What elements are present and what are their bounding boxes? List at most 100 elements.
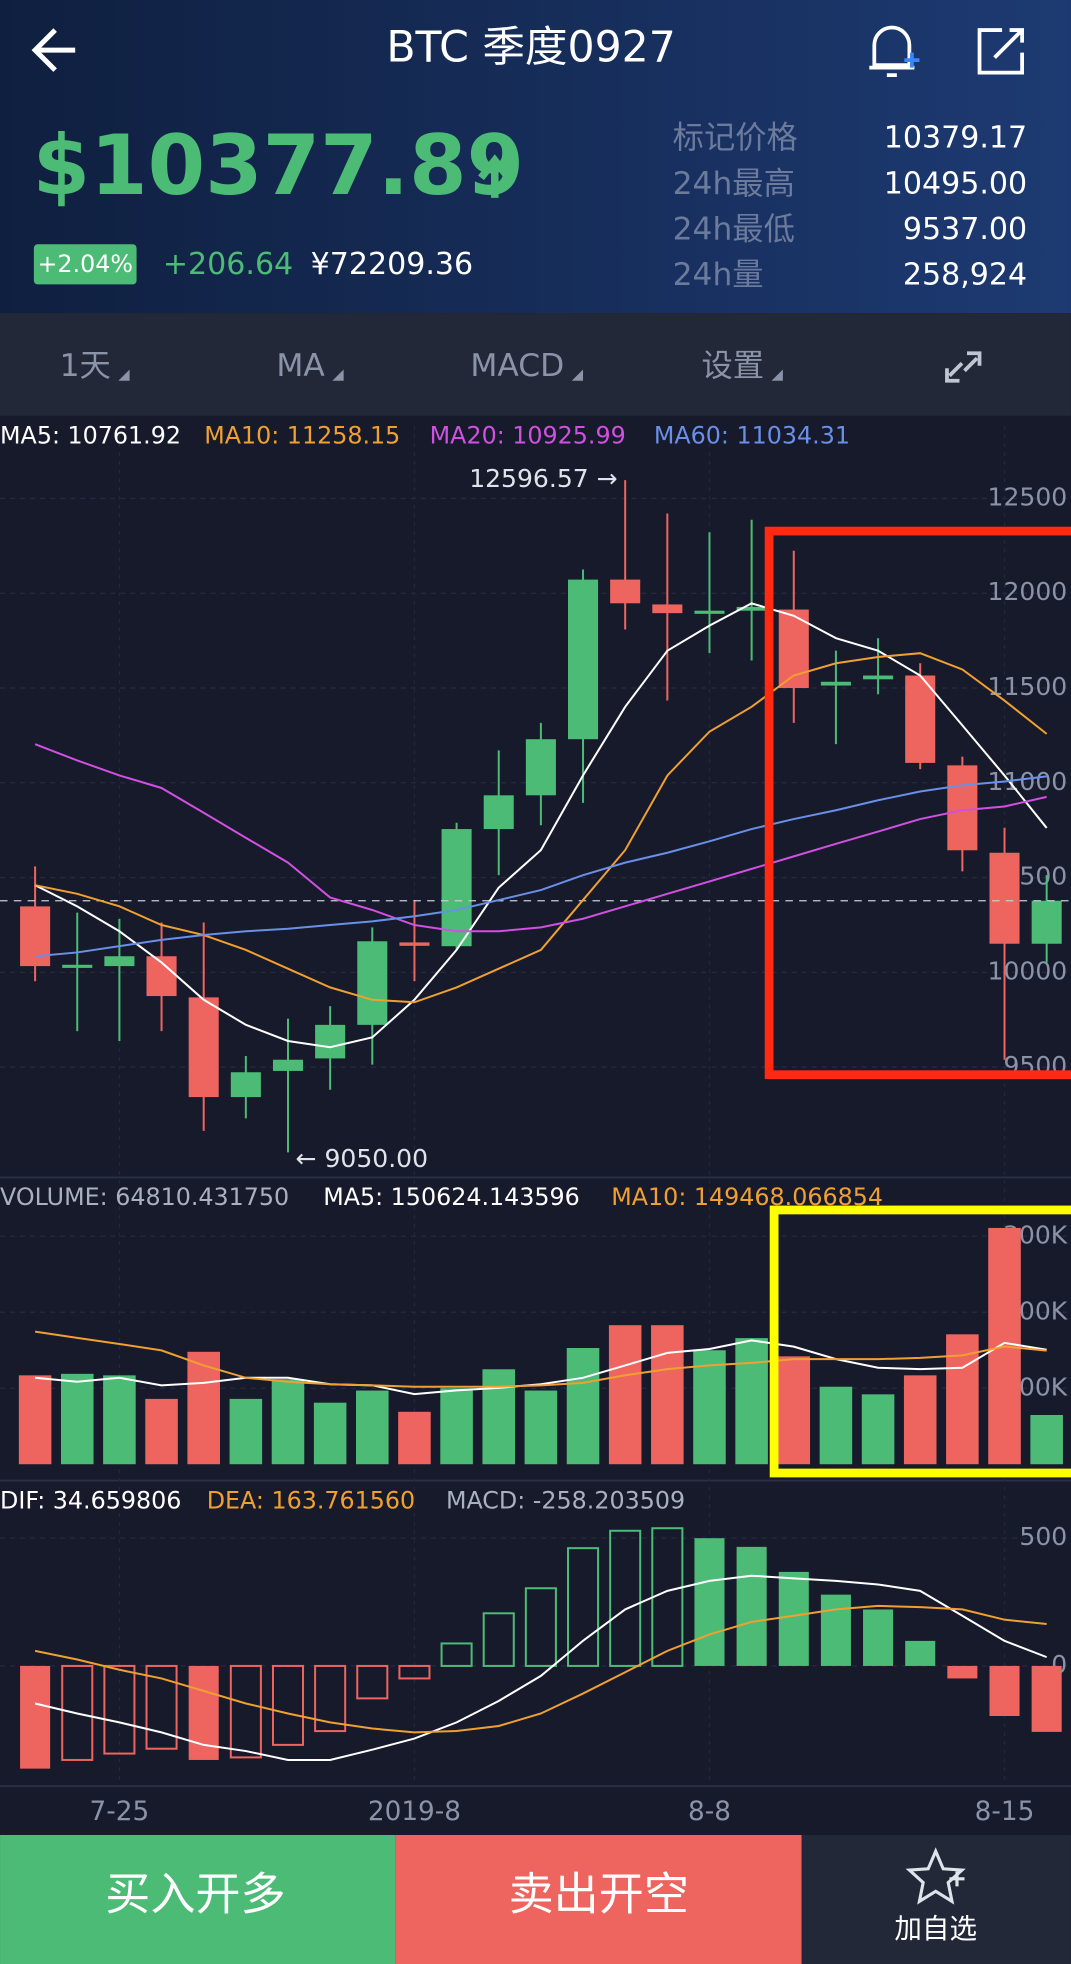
stat-label: 标记价格 (673, 120, 798, 156)
toolbar-item: MA (276, 348, 325, 384)
y-tick-label: 10000 (988, 956, 1068, 985)
volume-bar (18, 1375, 52, 1465)
candle-body (610, 579, 641, 604)
volume-bar (608, 1325, 642, 1465)
macd-bar (314, 1664, 347, 1733)
plus-icon (949, 1871, 965, 1887)
highlight-box-red (764, 526, 1071, 1080)
buy-label: 买入开多 (105, 1868, 285, 1921)
candle-body (525, 739, 556, 796)
macd-bar (398, 1664, 431, 1680)
toolbar-item: MACD (470, 348, 564, 384)
volume-bar (735, 1338, 768, 1465)
ma-line (35, 775, 1047, 958)
toolbar-item: 设置 (701, 348, 764, 384)
candle-body (230, 1072, 261, 1098)
candle-body (568, 579, 599, 740)
candle-body (652, 604, 683, 614)
macd-bar (567, 1547, 600, 1667)
volume-bar (524, 1390, 558, 1465)
volume-bar (440, 1388, 473, 1465)
ma-line (34, 743, 1047, 933)
candle-body (62, 964, 93, 968)
macd-bar (356, 1664, 389, 1700)
macd-bar (271, 1664, 305, 1746)
legend-entry: MA5: 150624.143596 (323, 1183, 580, 1211)
x-tick-label: 7-25 (90, 1797, 150, 1827)
volume-bar (229, 1398, 263, 1465)
candle-body (315, 1024, 346, 1059)
volume-bar (60, 1373, 94, 1465)
back-button[interactable] (31, 28, 76, 72)
candle-body (483, 795, 514, 830)
macd-bar (694, 1538, 725, 1666)
toolbar-item: 1天 (60, 348, 111, 384)
highlight-box-yellow (769, 1205, 1071, 1478)
macd-bar (1031, 1665, 1062, 1732)
volume-bar (313, 1402, 347, 1465)
share-icon[interactable] (977, 28, 1024, 75)
macd-bar (440, 1642, 473, 1667)
stat-label: 24h最低 (673, 211, 795, 247)
y-tick-label: 12000 (988, 577, 1068, 606)
sell-button[interactable] (395, 1834, 802, 1964)
price: $10377.89 (33, 118, 525, 214)
x-tick-label: 8-15 (975, 1797, 1035, 1827)
candle-body (736, 606, 767, 611)
volume-bar (777, 1356, 811, 1465)
ma-line (34, 602, 1048, 1049)
macd-bar (229, 1664, 262, 1759)
x-tick-label: 2019-8 (368, 1797, 461, 1827)
macd-bar (609, 1529, 642, 1667)
watch-label: 加自选 (894, 1913, 977, 1945)
legend-entry: MACD: -258.203509 (446, 1486, 685, 1514)
legend-entry: VOLUME: 64810.431750 (0, 1183, 289, 1211)
toolbar-bg (0, 313, 1071, 416)
change: +206.64 (163, 247, 293, 282)
dropdown-caret (571, 369, 584, 381)
ma-line (34, 1574, 1048, 1761)
x-tick-label: 8-8 (688, 1797, 731, 1827)
macd-bar (736, 1546, 767, 1666)
volume-bar (651, 1325, 684, 1465)
stat-label: 24h量 (673, 257, 764, 293)
cny-price: ¥72209.36 (311, 247, 474, 282)
volume-bar (819, 1386, 853, 1465)
macd-bar (947, 1665, 978, 1679)
legend-entry: DEA: 163.761560 (207, 1486, 415, 1514)
stat-value: 258,924 (903, 258, 1027, 293)
stat-label: 24h最高 (673, 166, 795, 202)
macd-bar (20, 1665, 51, 1769)
volume-bar (271, 1379, 305, 1465)
dropdown-caret (118, 369, 130, 381)
macd-bar (145, 1664, 178, 1750)
bell-icon[interactable] (869, 25, 920, 78)
legend-entry: MA5: 10761.92 (0, 422, 181, 450)
legend-entry: MA60: 11034.31 (654, 422, 850, 450)
candle-body (272, 1059, 304, 1071)
candle-body (104, 956, 135, 967)
macd-bar (820, 1594, 851, 1666)
macd-bar (863, 1609, 894, 1666)
buy-button[interactable] (0, 1834, 396, 1964)
macd-bar (989, 1665, 1020, 1717)
sell-label: 卖出开空 (509, 1868, 689, 1921)
low-annotation: ← 9050.00 (296, 1144, 429, 1173)
legend-entry: MA20: 10925.99 (430, 422, 626, 450)
macd-bar (778, 1571, 809, 1666)
candle-body (947, 765, 978, 851)
chart-bg (0, 415, 1071, 1835)
dropdown-caret (771, 369, 783, 381)
macd-bar (103, 1664, 136, 1755)
fullscreen-icon[interactable] (945, 351, 982, 383)
candle-body (1031, 900, 1062, 944)
dropdown-caret (332, 369, 344, 381)
y-tick-label: 500 (1019, 1522, 1067, 1551)
volume-bar (103, 1375, 136, 1465)
macd-bar (61, 1664, 94, 1761)
volume-bar (566, 1347, 600, 1465)
stat-value: 10379.17 (884, 121, 1027, 156)
candle-body (820, 681, 851, 686)
candle-body (441, 829, 472, 947)
